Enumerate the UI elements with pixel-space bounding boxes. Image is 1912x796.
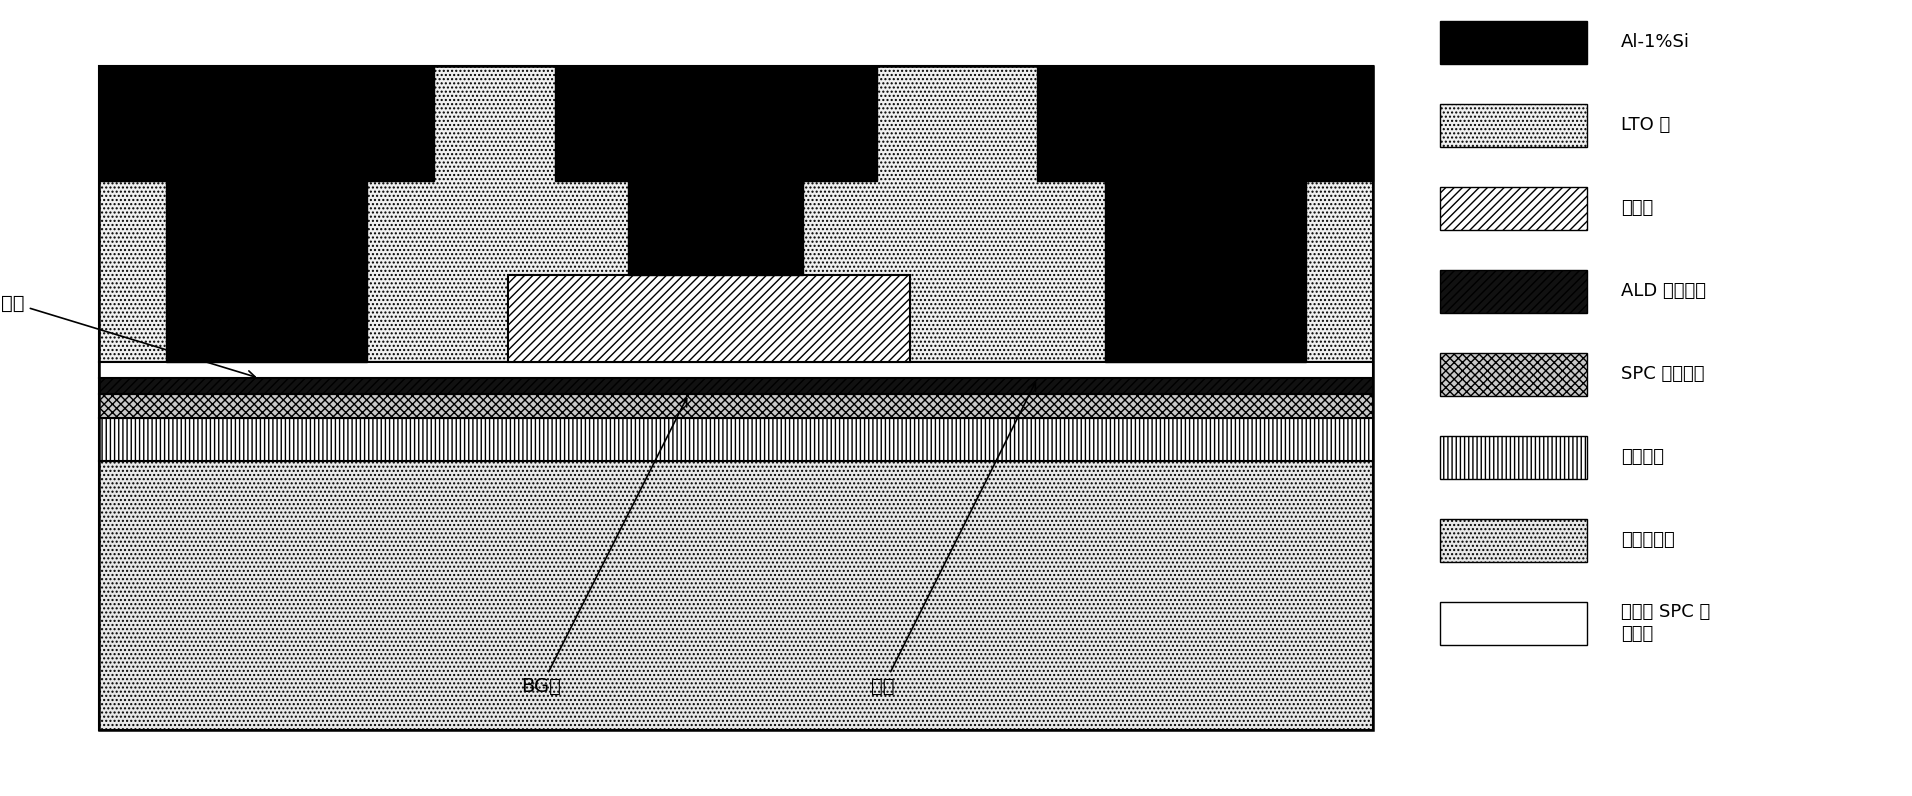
Bar [99, 362, 1373, 378]
Bar [1105, 181, 1306, 362]
Text: SPC 多晶硅层: SPC 多晶硅层 [1621, 365, 1704, 384]
Bar [166, 181, 367, 362]
Text: LTO 层: LTO 层 [1621, 116, 1669, 135]
Bar [629, 181, 803, 275]
Bar [1440, 435, 1587, 479]
Bar [509, 275, 910, 362]
Text: 栅电极: 栅电极 [1621, 199, 1654, 217]
Bar [1440, 518, 1587, 562]
Text: ALD 氧化铝层: ALD 氧化铝层 [1621, 283, 1706, 300]
Bar [99, 394, 1373, 418]
Bar [99, 461, 1373, 730]
Bar [1440, 186, 1587, 230]
Bar [1440, 21, 1587, 64]
Bar [99, 66, 1373, 730]
Text: 漏区: 漏区 [872, 382, 1036, 696]
Bar [554, 66, 876, 181]
Text: Al-1%Si: Al-1%Si [1621, 33, 1690, 51]
Bar [99, 418, 1373, 461]
Bar [1038, 66, 1373, 181]
Bar [99, 66, 1373, 362]
Text: BG线: BG线 [522, 398, 686, 696]
Bar [1440, 270, 1587, 313]
Bar [1440, 103, 1587, 147]
Text: 掺杂的 SPC 多
晶硅层: 掺杂的 SPC 多 晶硅层 [1621, 603, 1709, 643]
Bar [1440, 353, 1587, 396]
Bar [99, 66, 434, 181]
Text: 源区: 源区 [2, 294, 254, 378]
Bar [99, 378, 1373, 394]
Text: 热氧化层: 热氧化层 [1621, 448, 1663, 466]
Bar [1440, 602, 1587, 645]
Text: 单晶硅衬底: 单晶硅衬底 [1621, 531, 1675, 549]
